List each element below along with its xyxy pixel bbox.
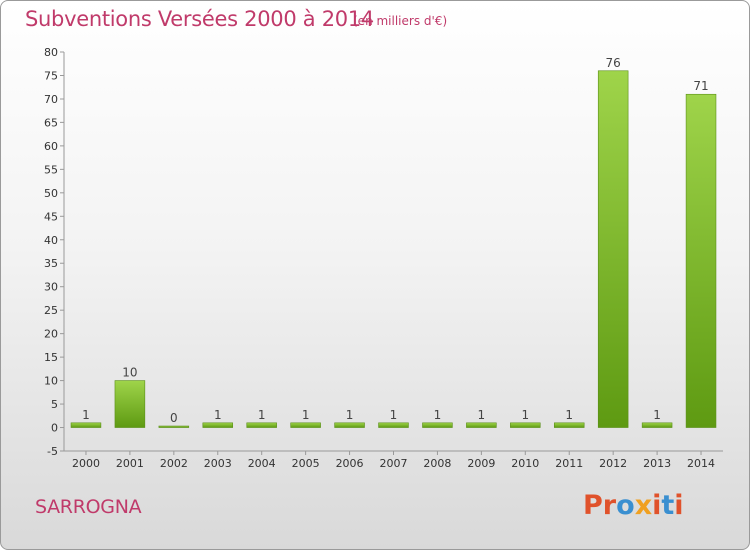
bar — [685, 93, 717, 428]
y-tick-label: 40 — [44, 234, 58, 247]
logo-letter: P — [583, 490, 603, 521]
x-tick-label: 2009 — [467, 457, 495, 470]
y-tick-label: 5 — [51, 398, 58, 411]
x-tick-label: 2014 — [687, 457, 715, 470]
bar-value-label: 1 — [521, 408, 529, 422]
logo-letter: i — [652, 490, 662, 521]
bar — [70, 422, 102, 428]
bar-value-label: 1 — [478, 408, 486, 422]
bar — [597, 70, 629, 428]
bar-value-label: 1 — [390, 408, 398, 422]
bar-value-label: 1 — [302, 408, 310, 422]
bar-value-label: 1 — [653, 408, 661, 422]
logo-letter: r — [602, 490, 617, 521]
bars-group: 1 2000 10 2001 0 2002 1 2003 1 2004 1 2005 1 2006 1 200… — [70, 56, 717, 470]
x-tick-label: 2008 — [423, 457, 451, 470]
x-tick-label: 2007 — [380, 457, 408, 470]
y-tick-label: 50 — [44, 187, 58, 200]
x-tick-label: 2012 — [599, 457, 627, 470]
bar — [378, 422, 409, 428]
x-tick-label: 2005 — [292, 457, 320, 470]
logo-letter: x — [634, 490, 653, 521]
bar — [466, 422, 497, 428]
bar-value-label: 1 — [434, 408, 442, 422]
logo-letter: t — [661, 490, 675, 521]
bar — [641, 422, 673, 428]
chart-title: Subventions Versées 2000 à 2014 — [25, 7, 374, 31]
y-tick-label: 30 — [44, 281, 58, 294]
bar-value-label: 0 — [170, 411, 178, 425]
y-tick-label: 35 — [44, 257, 58, 270]
x-tick-label: 2003 — [204, 457, 232, 470]
x-tick-label: 2000 — [72, 457, 100, 470]
bar — [114, 380, 146, 428]
bar-value-label: 1 — [82, 408, 90, 422]
y-tick-label: 0 — [51, 422, 58, 435]
x-tick-label: 2004 — [248, 457, 276, 470]
x-tick-label: 2010 — [511, 457, 539, 470]
x-tick-label: 2013 — [643, 457, 671, 470]
logo-letter: o — [616, 490, 635, 521]
y-tick-label: 45 — [44, 210, 58, 223]
bar-value-label: 71 — [693, 79, 708, 93]
x-tick-label: 2011 — [555, 457, 583, 470]
bar — [334, 422, 365, 428]
bar-value-label: 1 — [565, 408, 573, 422]
proxiti-logo[interactable]: Proxiti — [583, 490, 684, 521]
x-tick-label: 2002 — [160, 457, 188, 470]
y-tick-label: 10 — [44, 375, 58, 388]
y-tick-label: 20 — [44, 328, 58, 341]
y-tick-label: 80 — [44, 46, 58, 59]
y-tick-label: 25 — [44, 304, 58, 317]
y-tick-label: 65 — [44, 116, 58, 129]
bar-value-label: 1 — [214, 408, 222, 422]
y-tick-label: 75 — [44, 69, 58, 82]
bar-value-label: 1 — [258, 408, 266, 422]
x-tick-label: 2001 — [116, 457, 144, 470]
y-tick-label: 70 — [44, 93, 58, 106]
bar-value-label: 76 — [606, 56, 621, 70]
logo-letter: i — [674, 490, 684, 521]
bar — [422, 422, 453, 428]
bar-value-label: 1 — [346, 408, 354, 422]
bar-value-label: 10 — [122, 366, 137, 380]
y-tick-label: 55 — [44, 163, 58, 176]
commune-name: SARROGNA — [35, 496, 142, 518]
bar — [246, 422, 277, 428]
bar — [510, 422, 541, 428]
bar — [202, 422, 234, 428]
y-tick-label: 15 — [44, 351, 58, 364]
bar — [158, 425, 190, 428]
y-tick-label: -5 — [47, 445, 58, 458]
bar — [290, 422, 321, 428]
y-tick-label: 60 — [44, 140, 58, 153]
x-tick-label: 2006 — [336, 457, 364, 470]
chart-subtitle: (en milliers d'€) — [353, 14, 448, 28]
bar — [553, 422, 585, 428]
